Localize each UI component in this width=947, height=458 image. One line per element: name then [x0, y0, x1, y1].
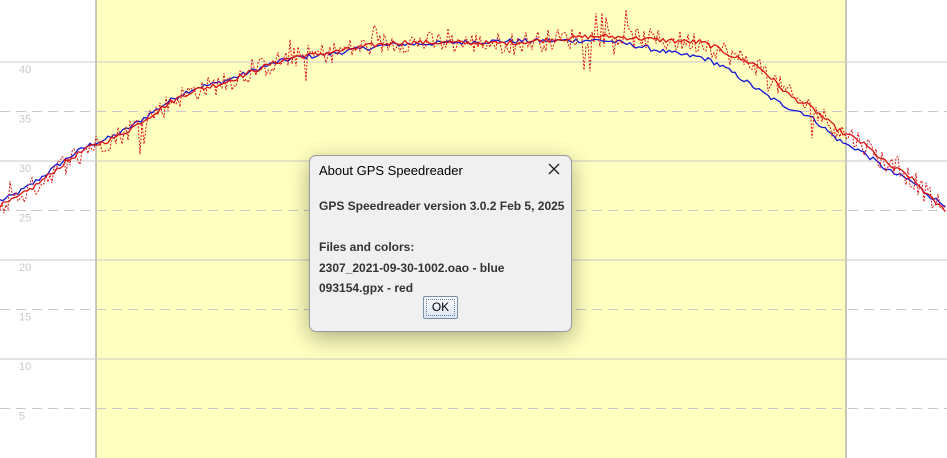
close-icon[interactable] — [545, 160, 563, 178]
series-line-1 — [0, 33, 946, 213]
blue-file-line: 2307_2021-09-30-1002.oao - blue — [319, 260, 505, 275]
dialog-message: GPS Speedreader version 3.0.2 Feb 5, 202… — [319, 196, 564, 299]
about-dialog: About GPS Speedreader GPS Speedreader ve… — [309, 155, 572, 332]
y-tick-label-40: 40 — [19, 64, 31, 76]
version-text: GPS Speedreader version 3.0.2 Feb 5, 202… — [319, 199, 565, 213]
y-tick-label-5: 5 — [19, 411, 25, 423]
y-tick-label-30: 30 — [19, 163, 31, 175]
y-tick-label-20: 20 — [19, 262, 31, 274]
y-tick-label-25: 25 — [19, 213, 31, 225]
y-tick-label-10: 10 — [19, 361, 31, 373]
y-tick-label-15: 15 — [19, 312, 31, 324]
dialog-title: About GPS Speedreader — [319, 163, 463, 178]
files-heading: Files and colors: — [319, 240, 415, 254]
y-tick-label-35: 35 — [19, 114, 31, 126]
red-file-line: 093154.gpx - red — [319, 281, 414, 295]
series-line-2 — [0, 9, 947, 214]
blank-line — [319, 217, 564, 238]
ok-button[interactable]: OK — [423, 296, 458, 319]
